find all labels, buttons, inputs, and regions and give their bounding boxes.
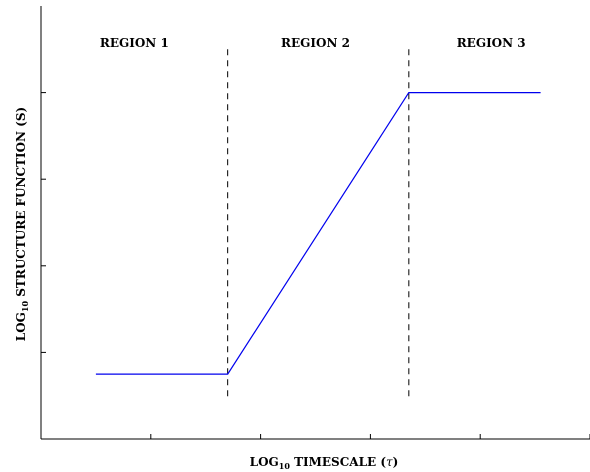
axes (40, 6, 590, 440)
x-axis-label-subscript: 10 (279, 461, 291, 471)
region-label-1: REGION 1 (100, 36, 169, 50)
x-axis-label-symbol: τ (386, 455, 393, 469)
series-line-0 (95, 91, 541, 375)
y-axis-label: LOG10 STRUCTURE FUNCTION (S) (14, 107, 30, 341)
y-axis-label-subscript: 10 (20, 300, 30, 312)
y-axis-label-text: STRUCTURE FUNCTION (S) (14, 107, 28, 301)
region-labels: REGION 1 REGION 2 REGION 3 (100, 36, 526, 50)
ticks (40, 92, 590, 439)
region-label-2: REGION 2 (281, 36, 350, 50)
y-axis-label-prefix: LOG (14, 312, 28, 341)
region-label-3: REGION 3 (457, 36, 526, 50)
x-axis-label: LOG10 TIMESCALE (τ) (250, 455, 399, 471)
x-axis-label-suffix: ) (393, 455, 399, 469)
region-boundaries (227, 49, 410, 398)
x-axis-label-text: TIMESCALE ( (290, 455, 386, 469)
series-group (95, 91, 541, 375)
x-axis-label-prefix: LOG (250, 455, 279, 469)
